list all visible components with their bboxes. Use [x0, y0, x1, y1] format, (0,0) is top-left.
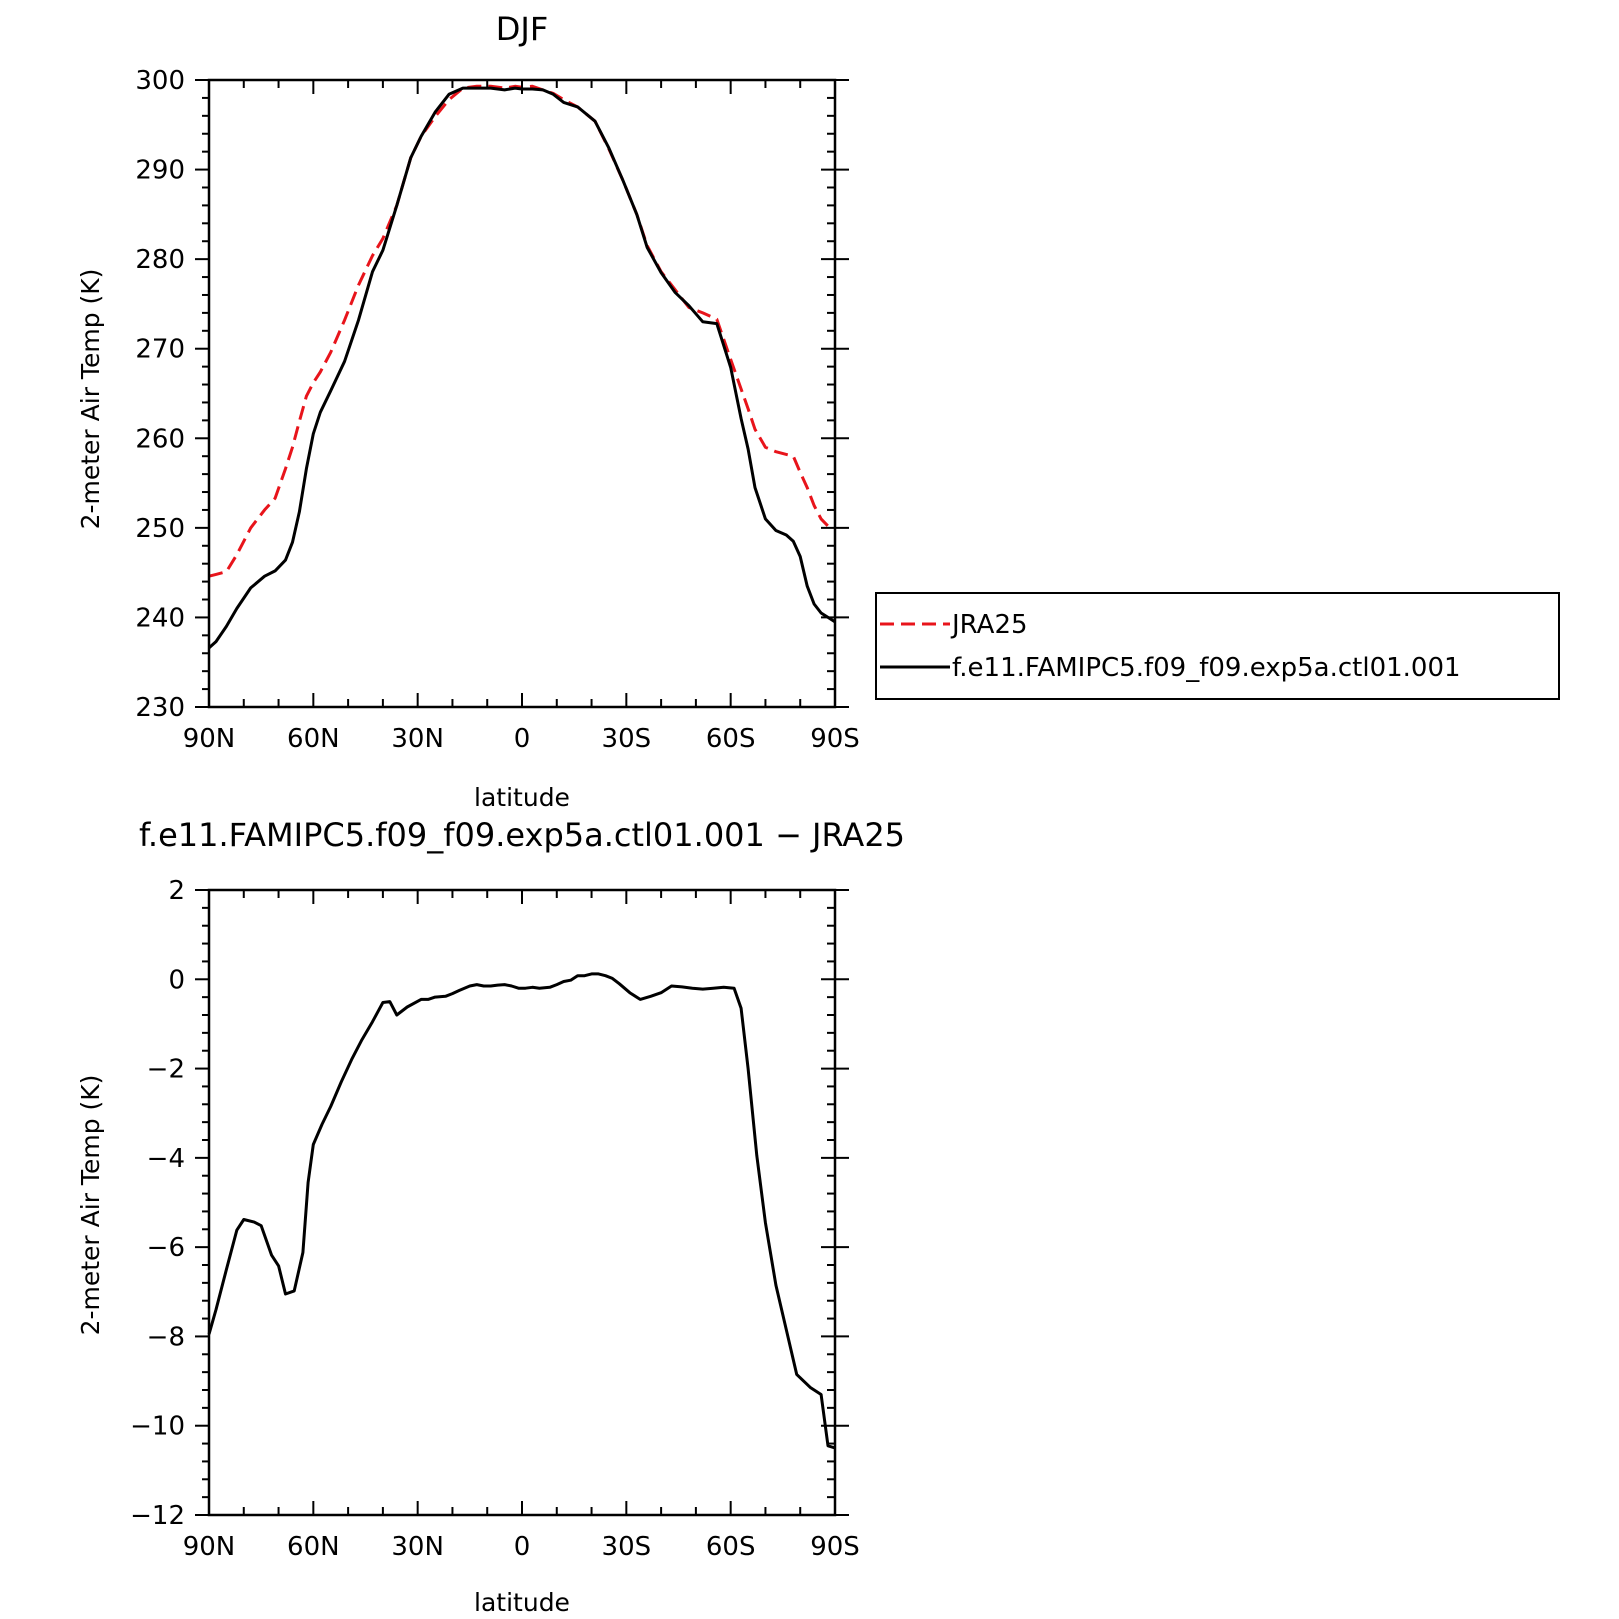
panel-difference: f.e11.FAMIPC5.f09_f09.exp5a.ctl01.001 − … [76, 816, 905, 1617]
plot-area: 90N 60N 30N 0 30S 60S 90S 230 240 250 260 270 280 290… [135, 66, 859, 754]
y-axis-label: 2-meter Air Temp (K) [76, 1075, 105, 1336]
plot-frame [207, 888, 837, 1517]
y-tick-label: 230 [135, 693, 185, 723]
x-tick-label: 90N [183, 724, 236, 754]
x-axis-label: latitude [474, 783, 570, 812]
y-tick-label: −4 [147, 1144, 185, 1174]
x-tick-label: 30S [602, 724, 652, 754]
legend: JRA25 f.e11.FAMIPC5.f09_f09.exp5a.ctl01.… [875, 592, 1560, 700]
series-line-difference [207, 972, 836, 1450]
x-tick-label: 60N [287, 724, 340, 754]
x-tick-label: 60S [706, 724, 756, 754]
x-tick-label: 30S [602, 1532, 652, 1562]
y-tick-label: 280 [135, 245, 185, 275]
legend-box [875, 592, 1560, 700]
chart-title: f.e11.FAMIPC5.f09_f09.exp5a.ctl01.001 − … [139, 816, 905, 854]
x-tick-label: 0 [514, 724, 531, 754]
x-tick-label: 0 [514, 1532, 531, 1562]
x-axis-label: latitude [474, 1588, 570, 1617]
x-tick-label: 60S [706, 1532, 756, 1562]
y-tick-label: −12 [130, 1501, 185, 1531]
series-line-jra25 [208, 84, 836, 578]
series-line-f-e11-famipc5-f09-f09-exp5a-ctl01-001 [207, 86, 836, 650]
x-tick-label: 90S [810, 724, 860, 754]
y-tick-label: 0 [168, 965, 185, 995]
plot-frame [207, 78, 837, 709]
y-tick-label: −10 [130, 1412, 185, 1442]
x-tick-label: 60N [287, 1532, 340, 1562]
y-tick-label: 260 [135, 424, 185, 454]
y-tick-label: 300 [135, 66, 185, 96]
y-tick-label: 250 [135, 514, 185, 544]
y-tick-label: 290 [135, 156, 185, 186]
chart-title: DJF [496, 10, 548, 48]
y-tick-label: 240 [135, 603, 185, 633]
x-tick-label: 90S [810, 1532, 860, 1562]
legend-label-jra25: JRA25 [950, 610, 1028, 640]
y-tick-label: −8 [147, 1322, 185, 1352]
panel-temperature: DJF 90N 60N 30N 0 30S 60S 90S 230 240 250 260 270 28… [76, 10, 860, 812]
y-tick-label: 2 [168, 876, 185, 906]
x-tick-label: 30N [391, 1532, 444, 1562]
x-tick-label: 30N [391, 724, 444, 754]
x-tick-label: 90N [183, 1532, 236, 1562]
y-axis-label: 2-meter Air Temp (K) [76, 269, 105, 530]
y-tick-label: 270 [135, 335, 185, 365]
plot-area: 90N 60N 30N 0 30S 60S 90S −12 −10 −8 −6 −4 −2 0 2 [130, 876, 860, 1562]
legend-label-model: f.e11.FAMIPC5.f09_f09.exp5a.ctl01.001 [952, 653, 1461, 683]
y-tick-label: −6 [147, 1233, 185, 1263]
y-tick-label: −2 [147, 1055, 185, 1085]
